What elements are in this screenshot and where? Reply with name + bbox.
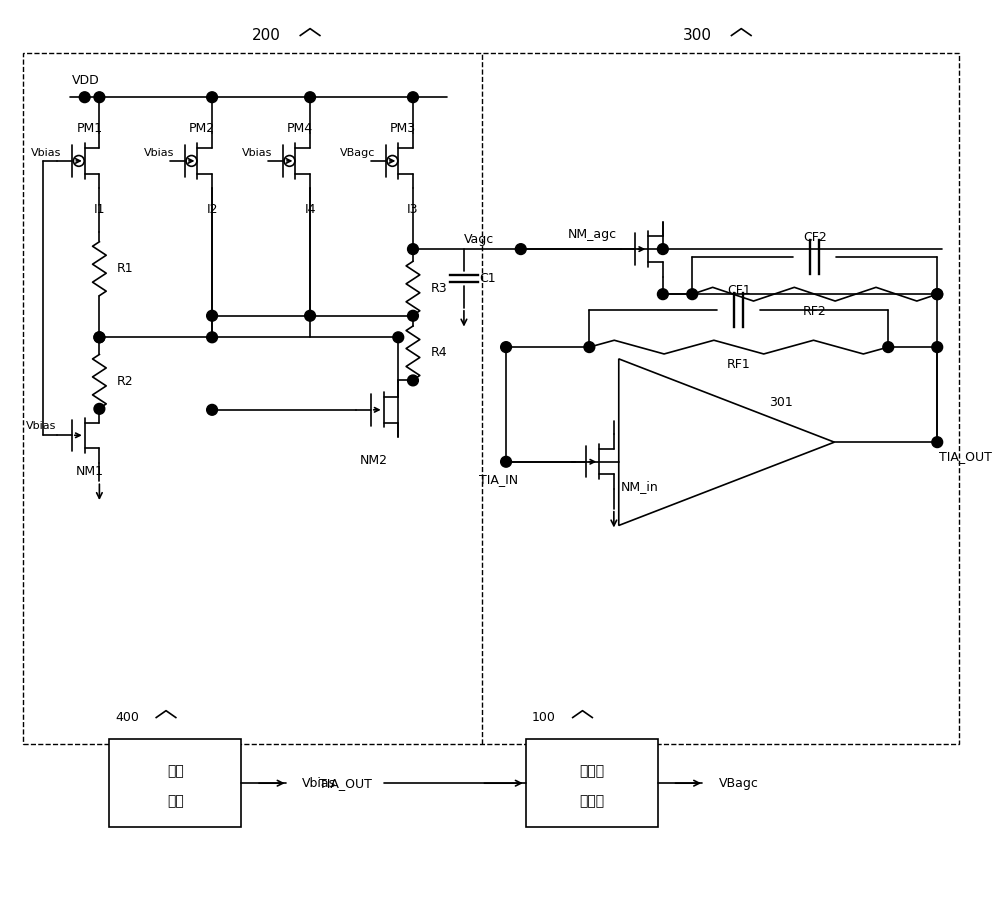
Circle shape bbox=[207, 404, 217, 415]
Text: Vagc: Vagc bbox=[464, 233, 494, 246]
Circle shape bbox=[657, 244, 668, 255]
Text: TIA_OUT: TIA_OUT bbox=[939, 450, 992, 464]
Text: I1: I1 bbox=[94, 203, 105, 216]
Circle shape bbox=[305, 92, 315, 103]
Text: Vbias: Vbias bbox=[143, 148, 174, 158]
Text: PM3: PM3 bbox=[390, 122, 416, 135]
Text: NM1: NM1 bbox=[76, 465, 104, 478]
Text: R1: R1 bbox=[117, 262, 134, 275]
Circle shape bbox=[207, 310, 217, 321]
Circle shape bbox=[501, 456, 511, 467]
Text: 200: 200 bbox=[252, 28, 280, 43]
Text: VBagc: VBagc bbox=[339, 148, 375, 158]
Circle shape bbox=[515, 244, 526, 255]
Text: Vbias: Vbias bbox=[31, 148, 61, 158]
Text: TIA_IN: TIA_IN bbox=[479, 472, 518, 486]
Text: Vbias: Vbias bbox=[302, 777, 336, 789]
Text: VBagc: VBagc bbox=[719, 777, 759, 789]
Circle shape bbox=[584, 342, 595, 353]
Text: I4: I4 bbox=[304, 203, 316, 216]
Text: Vbias: Vbias bbox=[241, 148, 272, 158]
Text: RF2: RF2 bbox=[803, 305, 827, 319]
Circle shape bbox=[207, 92, 217, 103]
Text: 偏置: 偏置 bbox=[167, 764, 184, 778]
Text: R4: R4 bbox=[431, 346, 447, 359]
Circle shape bbox=[393, 332, 404, 343]
Circle shape bbox=[207, 332, 217, 343]
Text: CF1: CF1 bbox=[727, 284, 751, 297]
Circle shape bbox=[94, 403, 105, 414]
Circle shape bbox=[501, 342, 511, 353]
Circle shape bbox=[408, 92, 418, 103]
Text: VDD: VDD bbox=[72, 74, 100, 87]
Circle shape bbox=[932, 342, 943, 353]
Text: I2: I2 bbox=[206, 203, 218, 216]
Circle shape bbox=[932, 289, 943, 300]
Text: Vbias: Vbias bbox=[26, 420, 56, 430]
Text: 400: 400 bbox=[115, 711, 139, 724]
Text: R3: R3 bbox=[431, 282, 447, 295]
Circle shape bbox=[932, 289, 943, 300]
Circle shape bbox=[687, 289, 698, 300]
Circle shape bbox=[94, 92, 105, 103]
Text: RF1: RF1 bbox=[727, 358, 751, 371]
Circle shape bbox=[305, 310, 315, 321]
Circle shape bbox=[408, 375, 418, 386]
Text: 301: 301 bbox=[769, 397, 792, 410]
Text: PM1: PM1 bbox=[77, 122, 103, 135]
Text: NM2: NM2 bbox=[360, 454, 388, 467]
Circle shape bbox=[883, 342, 894, 353]
Text: PM4: PM4 bbox=[287, 122, 313, 135]
Text: CF2: CF2 bbox=[803, 230, 827, 244]
FancyBboxPatch shape bbox=[109, 739, 241, 827]
Text: R2: R2 bbox=[117, 375, 134, 388]
Circle shape bbox=[932, 436, 943, 447]
Circle shape bbox=[657, 289, 668, 300]
Circle shape bbox=[408, 244, 418, 255]
Text: TIA_OUT: TIA_OUT bbox=[319, 777, 372, 789]
Text: 100: 100 bbox=[531, 711, 555, 724]
FancyBboxPatch shape bbox=[526, 739, 658, 827]
Text: 模块: 模块 bbox=[167, 794, 184, 808]
Text: 300: 300 bbox=[683, 28, 712, 43]
Text: PM2: PM2 bbox=[189, 122, 215, 135]
Circle shape bbox=[94, 332, 105, 343]
Text: 信号检: 信号检 bbox=[579, 764, 604, 778]
Text: C1: C1 bbox=[480, 272, 496, 285]
Text: NM_agc: NM_agc bbox=[568, 228, 617, 241]
Text: NM_in: NM_in bbox=[621, 480, 658, 493]
Text: I3: I3 bbox=[407, 203, 419, 216]
Text: 测模块: 测模块 bbox=[579, 794, 604, 808]
Circle shape bbox=[79, 92, 90, 103]
Circle shape bbox=[408, 310, 418, 321]
Circle shape bbox=[94, 332, 105, 343]
